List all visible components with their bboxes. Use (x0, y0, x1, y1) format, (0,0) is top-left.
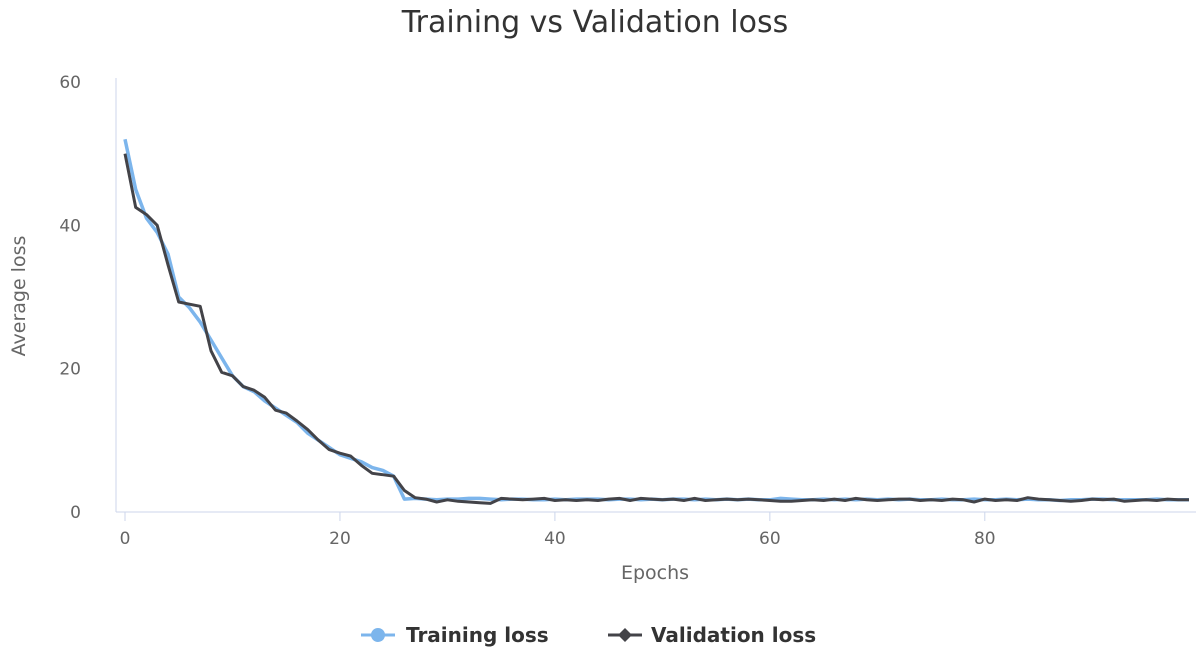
x-tick-label: 0 (120, 529, 131, 549)
series-line-training (123, 138, 1189, 503)
legend-validation-marker (618, 628, 632, 642)
series-layer (123, 138, 1189, 505)
y-tick-label: 20 (59, 360, 81, 380)
y-axis-label: Average loss (8, 236, 30, 357)
x-axis-ticks: 0 20 40 60 80 (120, 512, 996, 549)
x-tick-label: 40 (544, 529, 566, 549)
series-line-validation (123, 153, 1189, 505)
legend-item-training[interactable]: Training loss (361, 623, 549, 647)
y-tick-label: 60 (59, 73, 81, 93)
legend-training-marker (371, 628, 385, 642)
y-tick-label: 40 (59, 216, 81, 236)
x-axis-label: Epochs (621, 562, 689, 584)
y-tick-label: 0 (70, 503, 81, 523)
legend-item-validation[interactable]: Validation loss (608, 623, 816, 647)
x-tick-label: 20 (329, 529, 351, 549)
x-tick-label: 60 (759, 529, 781, 549)
chart-title: Training vs Validation loss (401, 5, 788, 40)
y-axis-ticks: 0 20 40 60 (59, 73, 81, 523)
x-tick-label: 80 (974, 529, 996, 549)
legend-training-label: Training loss (406, 623, 549, 647)
legend: Training loss Validation loss (361, 623, 816, 647)
legend-validation-label: Validation loss (651, 623, 816, 647)
